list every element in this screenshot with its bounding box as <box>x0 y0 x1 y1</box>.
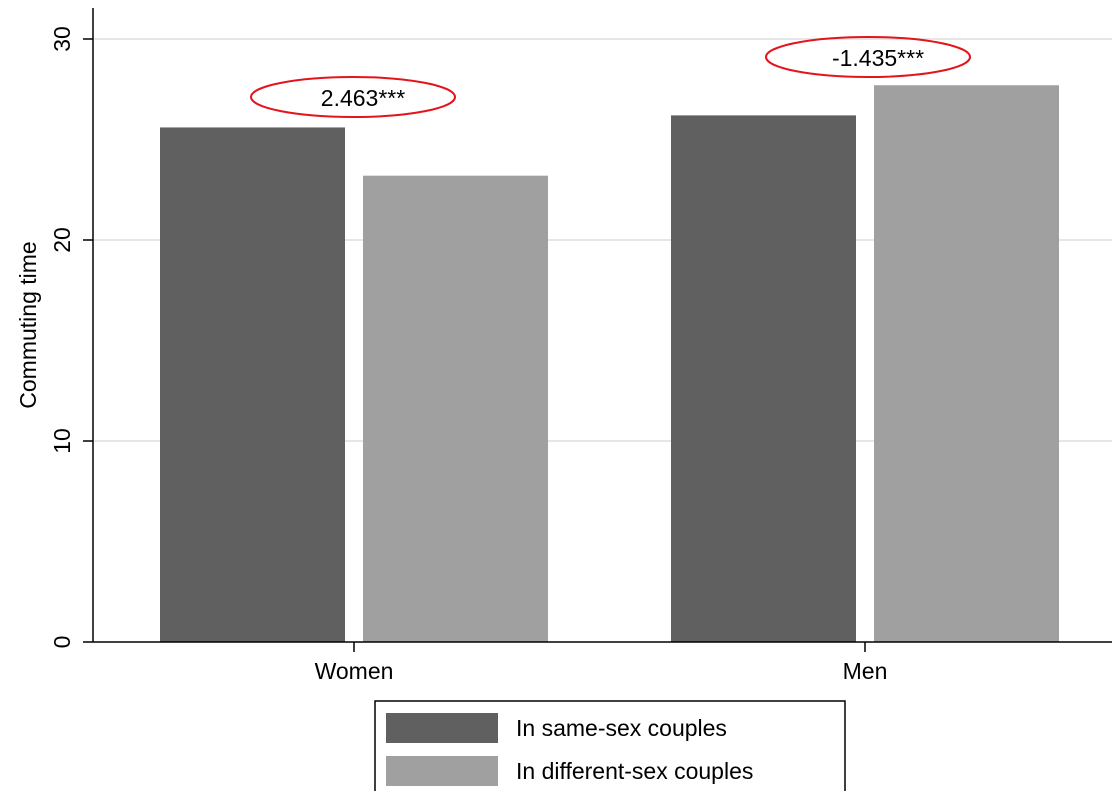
y-tick-label: 0 <box>49 636 75 649</box>
legend-swatch <box>386 713 498 743</box>
annotation-ellipse <box>250 76 456 118</box>
bars <box>160 85 1059 643</box>
bar-in-different-sex-couples-men <box>874 85 1059 643</box>
legend: In same-sex couples In different-sex coup… <box>374 700 846 796</box>
axes: Commuting time <box>15 8 1112 643</box>
bar-in-different-sex-couples-women <box>363 175 548 642</box>
legend-swatch <box>386 756 498 786</box>
bar-in-same-sex-couples-women <box>160 127 345 642</box>
y-axis-label: Commuting time <box>15 241 41 408</box>
y-tick-label: 30 <box>49 26 75 52</box>
y-tick-label: 10 <box>49 428 75 454</box>
annotation-label: -1.435*** <box>832 45 924 71</box>
x-tick-label: Women <box>315 658 394 684</box>
y-tick-label: 20 <box>49 227 75 253</box>
annotation-label: 2.463*** <box>321 85 405 111</box>
annotations: 2.463*** -1.435*** <box>250 36 971 118</box>
legend-label: In same-sex couples <box>516 715 727 741</box>
bar-in-same-sex-couples-men <box>671 115 856 642</box>
ticks: 0 10 20 30 Women Men <box>49 26 887 684</box>
x-tick-label: Men <box>843 658 888 684</box>
legend-label: In different-sex couples <box>516 758 753 784</box>
annotation-ellipse <box>765 36 971 78</box>
